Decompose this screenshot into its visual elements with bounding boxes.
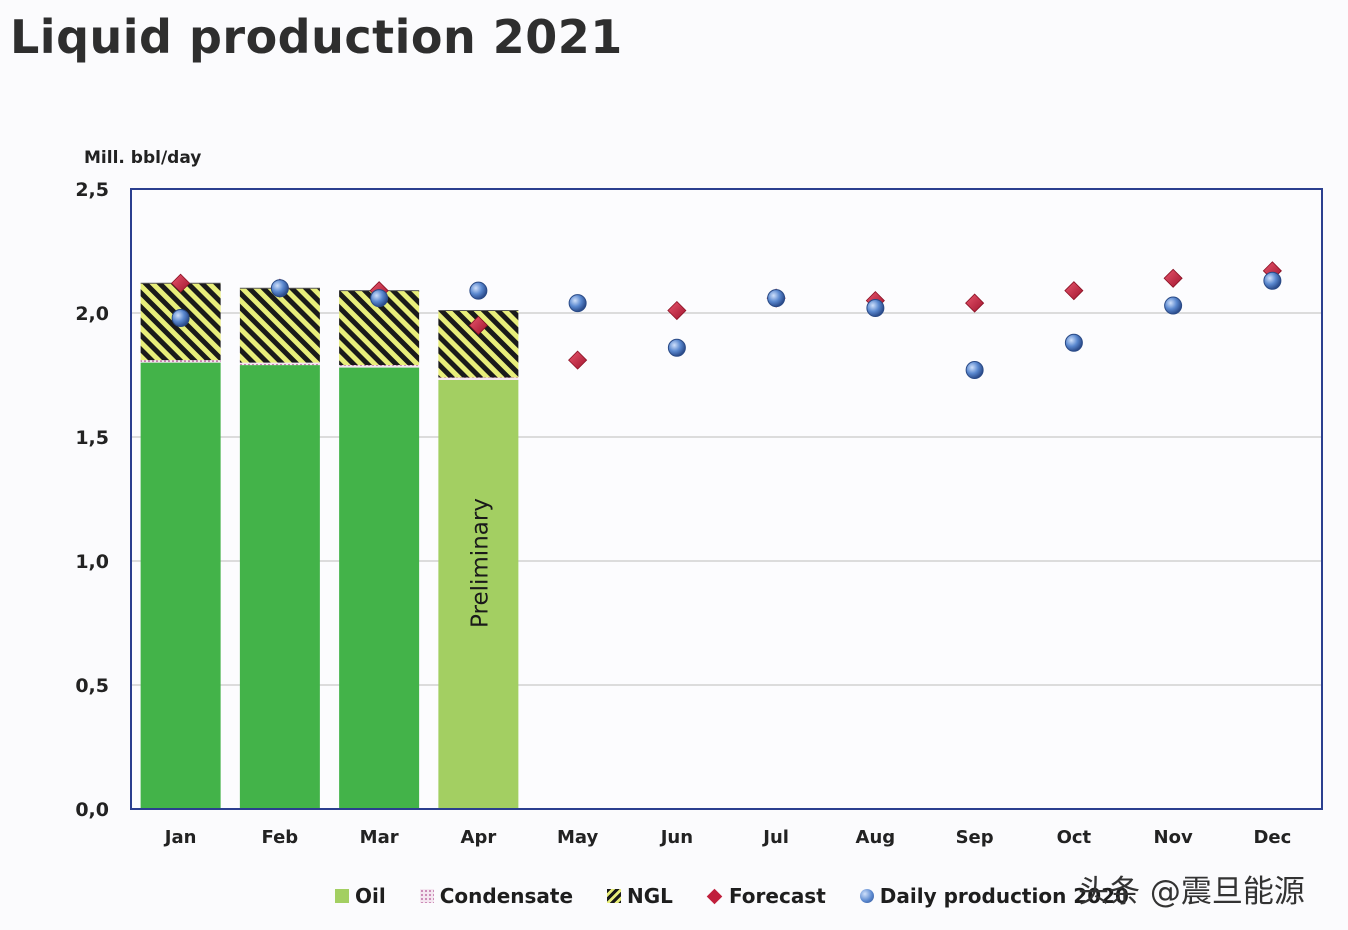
forecast-point: [667, 300, 687, 321]
legend-label-oil: Oil: [355, 884, 386, 908]
daily-2020-point: [1263, 271, 1282, 290]
chart-title: Liquid production 2021: [10, 10, 623, 64]
x-tick-label: Sep: [956, 827, 994, 848]
legend-circle-icon: [859, 889, 874, 903]
y-tick-label: 2,0: [75, 303, 109, 325]
forecast-point: [171, 273, 191, 293]
x-tick-label: Oct: [1057, 827, 1092, 848]
bar-condensate: [239, 362, 320, 366]
legend-item-ngl: NGL: [607, 884, 673, 908]
x-tick-label: May: [557, 827, 599, 848]
daily-2020-point: [1164, 296, 1183, 315]
axis-layer: [130, 188, 1323, 810]
annotation-preliminary: Preliminary: [467, 498, 493, 628]
x-tick-label: Nov: [1154, 827, 1193, 848]
x-tick-label: Jun: [659, 827, 693, 848]
legend-label-condensate: Condensate: [439, 884, 574, 908]
bar-oil: [339, 367, 420, 809]
bars-layer: [140, 282, 519, 809]
daily-2020-point: [270, 279, 289, 298]
legend-item-oil: Oil: [335, 884, 386, 908]
x-tick-label: Dec: [1253, 827, 1291, 848]
bar-condensate: [438, 377, 519, 380]
forecast-point: [965, 293, 985, 313]
daily-2020-point: [171, 308, 190, 327]
legend-label-daily-2020: Daily production 2020: [879, 884, 1129, 908]
forecast-point: [1064, 281, 1084, 301]
y-tick-label: 0,0: [75, 799, 109, 821]
y-tick-label: 2,5: [75, 179, 109, 201]
forecast-point: [568, 350, 588, 370]
y-tick-label: 1,0: [75, 551, 109, 573]
legend-label-forecast: Forecast: [728, 884, 826, 908]
legend-diamond-icon: [706, 888, 723, 904]
legend-item-condensate: Condensate: [419, 884, 574, 908]
legend-swatch-oil: [335, 889, 349, 903]
daily-2020-point: [667, 338, 686, 357]
x-tick-label: Apr: [461, 827, 497, 848]
daily-2020-point: [767, 289, 786, 308]
bar-condensate: [140, 360, 221, 363]
legend-label-ngl: NGL: [627, 884, 673, 908]
y-axis-unit-label: Mill. bbl/day: [84, 148, 202, 168]
daily-2020-point: [469, 281, 488, 300]
points-layer: [171, 261, 1282, 380]
chart-legend: Oil Condensate NGL Forecast Daily produc…: [335, 881, 1163, 911]
x-tick-label: Mar: [360, 827, 399, 848]
x-tick-label: Jul: [761, 827, 789, 848]
daily-2020-point: [370, 289, 389, 308]
bar-ngl: [239, 288, 320, 363]
legend-item-daily-2020: Daily production 2020: [859, 884, 1129, 908]
forecast-point: [1163, 268, 1183, 288]
watermark-text: 头条 @震旦能源: [1078, 874, 1305, 910]
forecast-point: [468, 315, 488, 335]
legend-swatch-ngl: [607, 889, 622, 903]
y-tick-label: 1,5: [75, 427, 109, 449]
bar-oil: [438, 379, 519, 809]
daily-2020-point: [568, 294, 587, 313]
plot-area: [131, 189, 1322, 809]
daily-2020-point: [965, 361, 984, 380]
x-tick-label: Aug: [856, 827, 896, 848]
daily-2020-point: [866, 299, 885, 318]
x-tick-label: Feb: [262, 827, 299, 848]
bar-oil: [140, 362, 221, 809]
legend-swatch-condensate: [419, 889, 434, 903]
grid-layer: [131, 189, 1322, 809]
legend-item-forecast: Forecast: [706, 884, 826, 908]
y-tick-label: 0,5: [75, 675, 109, 697]
x-tick-label: Jan: [163, 827, 197, 848]
plot-frame: [130, 188, 1323, 810]
daily-2020-point: [1064, 333, 1083, 352]
bar-oil: [239, 365, 320, 809]
bar-condensate: [339, 365, 420, 368]
labels-layer: 0,0 0,5 1,0 1,5 2,0 2,5 Preliminary Jan Feb Mar Ap…: [75, 179, 1291, 848]
